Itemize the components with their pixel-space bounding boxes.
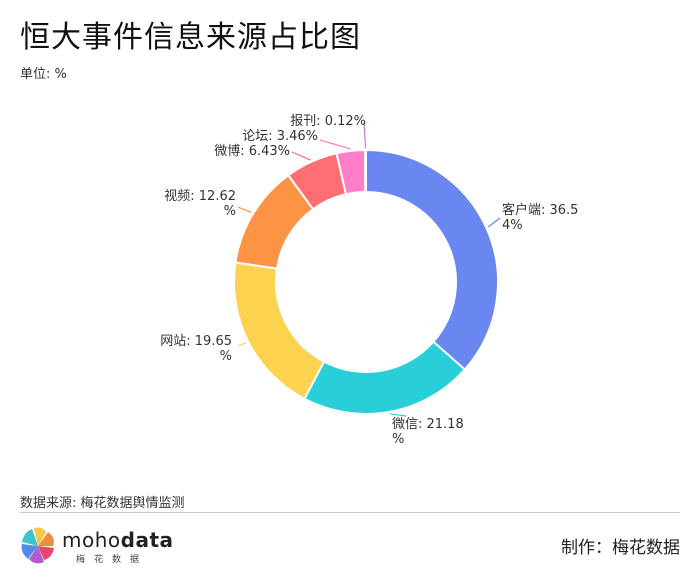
leader-line-6 bbox=[363, 121, 367, 149]
slice-2[interactable] bbox=[233, 261, 326, 401]
slice-label-5: 论坛: 3.46% bbox=[242, 129, 318, 144]
slice-label-2: 网站: 19.65% bbox=[160, 334, 232, 364]
leader-line-2 bbox=[237, 341, 247, 347]
donut-chart: 客户端: 36.5 4%微信: 21.18 %网站: 19.65 %视频: 12.62… bbox=[160, 114, 578, 447]
slice-label-3: 视频: 12.62% bbox=[164, 189, 236, 219]
brand-bold: data bbox=[120, 528, 174, 552]
donut-slices bbox=[233, 148, 499, 415]
leader-line-3 bbox=[237, 206, 252, 214]
slice-label-line: 视频: 12.62 bbox=[164, 189, 236, 204]
leader-line-4 bbox=[291, 151, 311, 161]
slice-label-line: 客户端: 36.5 bbox=[502, 202, 578, 218]
slice-label-6: 报刊: 0.12% bbox=[290, 114, 366, 129]
leader-line-0 bbox=[487, 217, 501, 228]
slice-6[interactable] bbox=[363, 148, 367, 194]
slice-labels: 客户端: 36.5 4%微信: 21.18 %网站: 19.65 %视频: 12.62… bbox=[160, 114, 578, 447]
credit-text: 制作：梅花数据 bbox=[561, 538, 680, 558]
brand-main: moho bbox=[62, 528, 121, 552]
slice-label-line: 网站: 19.65 bbox=[160, 334, 232, 349]
slice-label-line: 4% bbox=[502, 218, 523, 233]
slice-label-line: 微博: 6.43% bbox=[214, 144, 290, 159]
slice-label-0: 客户端: 36.5 4% bbox=[502, 202, 578, 233]
leader-line-1 bbox=[389, 413, 407, 417]
chart-title: 恒大事件信息来源占比图 bbox=[20, 20, 361, 55]
slice-label-4: 微博: 6.43% bbox=[214, 144, 290, 159]
slice-label-1: 微信: 21.18% bbox=[392, 417, 464, 447]
brand-name: mohodata bbox=[62, 528, 174, 552]
slice-label-line: 论坛: 3.46% bbox=[242, 129, 318, 144]
leader-line-5 bbox=[319, 139, 351, 150]
slice-label-line: % bbox=[392, 432, 404, 447]
unit-label: 单位: % bbox=[20, 67, 67, 82]
footer-divider bbox=[20, 512, 680, 513]
data-source: 数据来源: 梅花数据舆情监测 bbox=[20, 496, 185, 511]
brand-subtitle: 梅花数据 bbox=[76, 555, 149, 565]
mohodata-logo-icon bbox=[21, 527, 54, 564]
slice-label-line: % bbox=[224, 204, 236, 219]
slice-0[interactable] bbox=[365, 148, 499, 371]
slice-label-line: 报刊: 0.12% bbox=[290, 114, 366, 129]
slice-label-line: % bbox=[220, 349, 232, 364]
slice-label-line: 微信: 21.18 bbox=[392, 417, 464, 432]
slice-1[interactable] bbox=[303, 340, 467, 415]
